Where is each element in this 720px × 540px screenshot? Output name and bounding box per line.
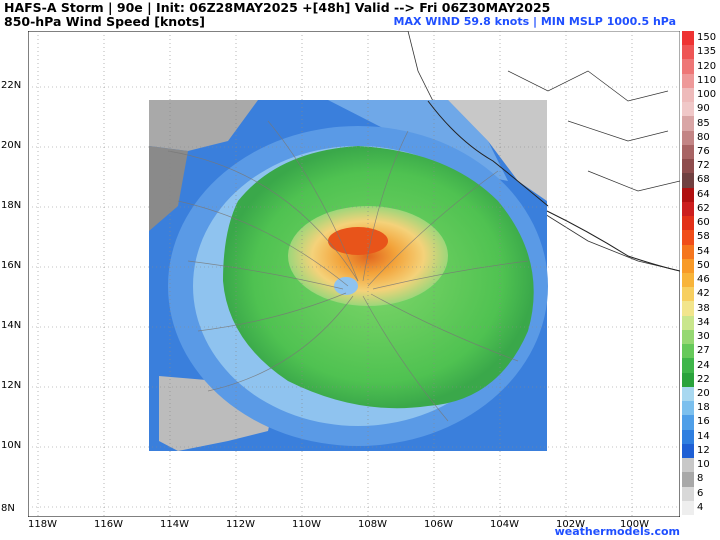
lon-label: 100W [620,519,649,530]
colorbar-cell [682,287,694,302]
colorbar-cell [682,472,694,487]
colorbar-cell [682,144,694,160]
colorbar-cell [682,102,694,117]
colorbar-cell [682,187,694,202]
colorbar-label: 110 [697,74,717,86]
colorbar-cell [682,130,694,145]
colorbar-label: 12 [697,444,710,456]
credit-link[interactable]: weathermodels.com [554,525,680,538]
colorbar-cell [682,486,694,501]
colorbar-cell [682,201,694,217]
lon-label: 118W [28,519,57,530]
lon-label: 116W [94,519,123,530]
colorbar-cell [682,45,694,60]
max-wind-stats: MAX WIND 59.8 knots | MIN MSLP 1000.5 hP… [393,15,676,28]
colorbar-cell [682,372,694,387]
colorbar-cell [682,415,694,430]
colorbar-label: 120 [697,60,717,72]
colorbar-label: 54 [697,245,710,257]
colorbar-label: 62 [697,202,710,214]
colorbar-label: 24 [697,359,710,371]
lon-label: 110W [292,519,321,530]
colorbar-cell [682,386,694,402]
colorbar-label: 85 [697,117,710,129]
colorbar-label: 64 [697,188,710,200]
colorbar-cell [682,31,694,46]
colorbar-label: 80 [697,131,710,143]
lat-label: 8N [1,503,15,514]
colorbar-label: 58 [697,231,710,243]
colorbar-cell [682,500,694,515]
colorbar-label: 100 [697,89,717,101]
colorbar-label: 72 [697,160,710,172]
colorbar-cell [682,216,694,231]
lat-label: 20N [1,140,22,151]
colorbar-cell [682,344,694,359]
colorbar-cell [682,258,694,273]
colorbar-cell [682,358,694,373]
colorbar-cell [682,429,694,444]
colorbar-cell [682,443,694,459]
lat-label: 10N [1,440,22,451]
colorbar-label: 10 [697,459,710,471]
colorbar-label: 20 [697,388,710,399]
colorbar-cell [682,159,694,174]
lon-label: 112W [226,519,255,530]
colorbar-cell [682,301,694,316]
colorbar-label: 38 [697,302,710,314]
lat-label: 16N [1,260,22,271]
colorbar-cell [682,329,694,345]
colorbar-cell [682,458,694,473]
colorbar-label: 16 [697,416,710,428]
colorbar-label: 68 [697,174,710,186]
title-line: HAFS-A Storm | 90e | Init: 06Z28MAY2025 … [4,0,551,15]
colorbar-label: 150 [697,32,717,44]
colorbar [682,31,694,515]
colorbar-cell [682,173,694,188]
colorbar-label: 46 [697,274,710,286]
colorbar-label: 42 [697,288,710,300]
colorbar-label: 22 [697,373,710,385]
lon-label: 114W [160,519,189,530]
lat-label: 12N [1,380,22,391]
lon-label: 106W [424,519,453,530]
colorbar-cell [682,272,694,288]
lat-label: 14N [1,320,22,331]
colorbar-cell [682,87,694,103]
colorbar-cell [682,59,694,74]
colorbar-label: 8 [697,473,704,485]
colorbar-cell [682,73,694,88]
colorbar-label: 14 [697,430,710,442]
colorbar-label: 135 [697,46,717,58]
colorbar-label: 50 [697,259,710,271]
lat-label: 18N [1,200,22,211]
lon-label: 104W [490,519,519,530]
wind-map [28,31,680,517]
lat-label: 22N [1,80,22,91]
lon-label: 108W [358,519,387,530]
colorbar-label: 60 [697,217,710,229]
colorbar-label: 18 [697,402,710,414]
colorbar-cell [682,116,694,131]
colorbar-label: 76 [697,146,710,157]
colorbar-cell [682,244,694,259]
colorbar-cell [682,230,694,245]
colorbar-label: 90 [697,103,710,115]
colorbar-label: 6 [697,487,704,499]
colorbar-label: 27 [697,345,710,357]
header: HAFS-A Storm | 90e | Init: 06Z28MAY2025 … [4,1,550,29]
colorbar-cell [682,401,694,416]
colorbar-label: 4 [697,501,704,513]
colorbar-label: 30 [697,331,710,343]
colorbar-cell [682,315,694,330]
lon-label: 102W [556,519,585,530]
colorbar-label: 34 [697,316,710,328]
subtitle-line: 850-hPa Wind Speed [knots] [4,14,205,29]
